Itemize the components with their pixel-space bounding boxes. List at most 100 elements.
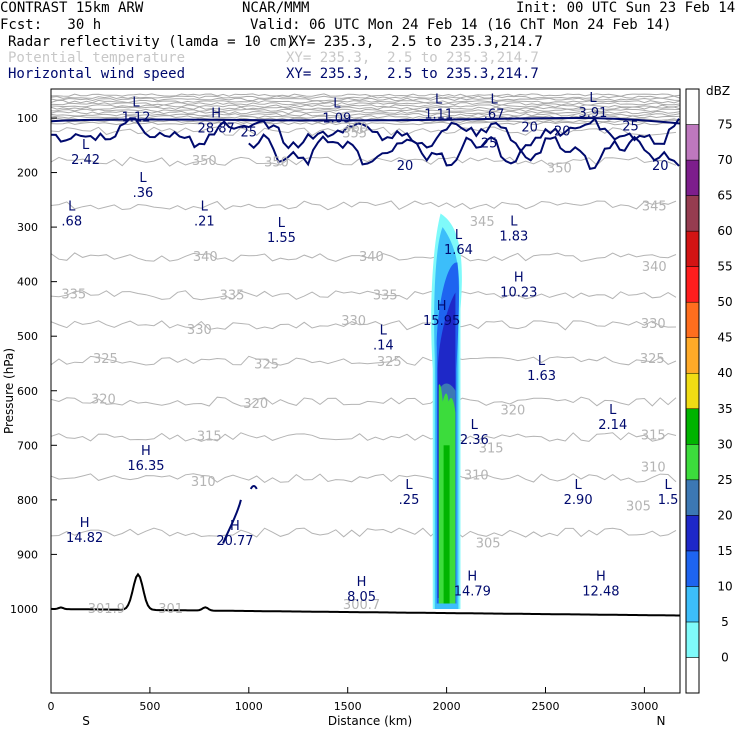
theta-label: 340: [193, 250, 218, 265]
theta-contour-335: [51, 290, 677, 301]
theta-contour-325: [51, 355, 677, 366]
colorbar-swatch: [685, 586, 700, 623]
theta-label: 360: [343, 121, 368, 136]
colorbar-unit: dBZ: [706, 84, 730, 98]
theta-label: 345: [470, 215, 495, 230]
extremum-value: 2.90: [564, 493, 593, 508]
extremum-value: 16.35: [127, 459, 164, 474]
extremum-value: 2.36: [460, 433, 489, 448]
theta-label: 325: [377, 355, 402, 370]
endpoint-south: S: [82, 714, 90, 728]
extremum-marker: H: [437, 299, 447, 314]
theta-label: 335: [373, 288, 398, 303]
y-tick-label: 600: [17, 385, 38, 398]
extremum-marker: L: [333, 97, 341, 112]
y-tick-label: 100: [17, 112, 38, 125]
colorbar-level-label: 15: [717, 544, 732, 558]
theta-label: 310: [191, 475, 216, 490]
colorbar-level-label: 5: [721, 615, 729, 629]
theta-label: 330: [341, 314, 366, 329]
extremum-value: 10.23: [500, 286, 537, 301]
extremum-marker: L: [405, 478, 413, 493]
extremum-value: 1.09: [322, 112, 351, 127]
extremum-value: 14.79: [454, 585, 491, 600]
x-tick-label: 2500: [531, 700, 559, 713]
extremum-value: .36: [133, 186, 154, 201]
extremum-marker: L: [278, 216, 286, 231]
x-tick-label: 1500: [334, 700, 362, 713]
extremum-value: 15.95: [423, 314, 460, 329]
wind-speed-label: 20: [397, 159, 414, 174]
theta-contour-350: [51, 156, 677, 167]
extremum-marker: L: [575, 478, 583, 493]
extremum-value: 1.63: [527, 369, 556, 384]
wind-speed-label: 25: [241, 126, 258, 141]
extremum-marker: L: [510, 214, 518, 229]
colorbar-swatch: [685, 479, 700, 516]
wind-contour-20: [248, 133, 680, 171]
theta-label: 300.7: [343, 598, 380, 613]
field-wind-xy: XY= 235.3, 2.5 to 235.3,214.7: [286, 66, 539, 82]
extremum-value: 1.55: [267, 231, 296, 246]
theta-label: 320: [500, 403, 525, 418]
theta-label: 350: [192, 154, 217, 169]
y-tick-label: 400: [17, 276, 38, 289]
extremum-marker: L: [139, 171, 147, 186]
theta-label: 325: [640, 352, 665, 367]
extremum-marker: L: [665, 478, 673, 493]
x-tick-label: 500: [139, 700, 160, 713]
field-wind: Horizontal wind speed: [8, 66, 186, 82]
theta-label: 335: [220, 288, 245, 303]
colorbar-level-label: 60: [717, 224, 732, 238]
y-tick-label: 900: [17, 548, 38, 561]
theta-label: 355: [342, 126, 367, 141]
wind-contour-closed: [222, 499, 242, 544]
extremum-value: 1.5: [658, 493, 679, 508]
theta-label: 315: [479, 442, 504, 457]
field-reflectivity-xy: XY= 235.3, 2.5 to 235.3,214.7: [290, 34, 543, 50]
field-reflectivity: Radar reflectivity (lamda = 10 cm): [8, 34, 295, 50]
extremum-value: .25: [399, 493, 420, 508]
extremum-marker: H: [141, 444, 151, 459]
center-label: NCAR/MMM: [242, 0, 310, 16]
theta-label: 335: [61, 288, 86, 303]
theta-contour-355: [51, 126, 677, 137]
extremum-marker: H: [514, 271, 524, 286]
theta-label: 315: [197, 430, 222, 445]
extremum-value: .68: [61, 215, 82, 230]
colorbar-level-label: 70: [717, 153, 732, 167]
wind-speed-label: 25: [481, 137, 498, 152]
wind-contour-30: [51, 116, 680, 125]
theta-label: 305: [476, 536, 501, 551]
extremum-value: .14: [373, 339, 394, 354]
colorbar-swatch: [685, 657, 700, 694]
colorbar-swatch: [685, 159, 700, 196]
theta-band-line: [51, 112, 680, 117]
extremum-value: 1.64: [444, 243, 473, 258]
endpoint-north: N: [657, 714, 666, 728]
wind-contour-25: [51, 116, 680, 154]
extremum-value: 12.48: [582, 585, 619, 600]
theta-label: 301.9: [88, 602, 125, 617]
theta-label: 330: [641, 317, 666, 332]
extremum-value: .21: [194, 215, 215, 230]
theta-label: 315: [641, 428, 666, 443]
theta-band-line: [51, 102, 680, 106]
x-tick-label: 3000: [630, 700, 658, 713]
theta-band-line: [51, 110, 680, 115]
theta-band-line: [51, 108, 680, 113]
y-tick-label: 200: [17, 167, 38, 180]
theta-label: 325: [93, 352, 118, 367]
extremum-value: 3.91: [578, 106, 607, 121]
theta-band-line: [51, 95, 680, 100]
y-axis-label: Pressure (hPa): [2, 348, 16, 434]
theta-label: 325: [254, 358, 279, 373]
colorbar-level-label: 45: [717, 331, 732, 345]
theta-band-line: [51, 99, 680, 104]
colorbar-swatch: [685, 337, 700, 374]
extremum-marker: H: [80, 516, 90, 531]
x-tick-label: 2000: [433, 700, 461, 713]
colorbar-level-label: 10: [717, 579, 732, 593]
theta-contour-305: [51, 527, 677, 538]
header: CONTRAST 15km ARW NCAR/MMM Init: 00 UTC …: [0, 0, 740, 90]
